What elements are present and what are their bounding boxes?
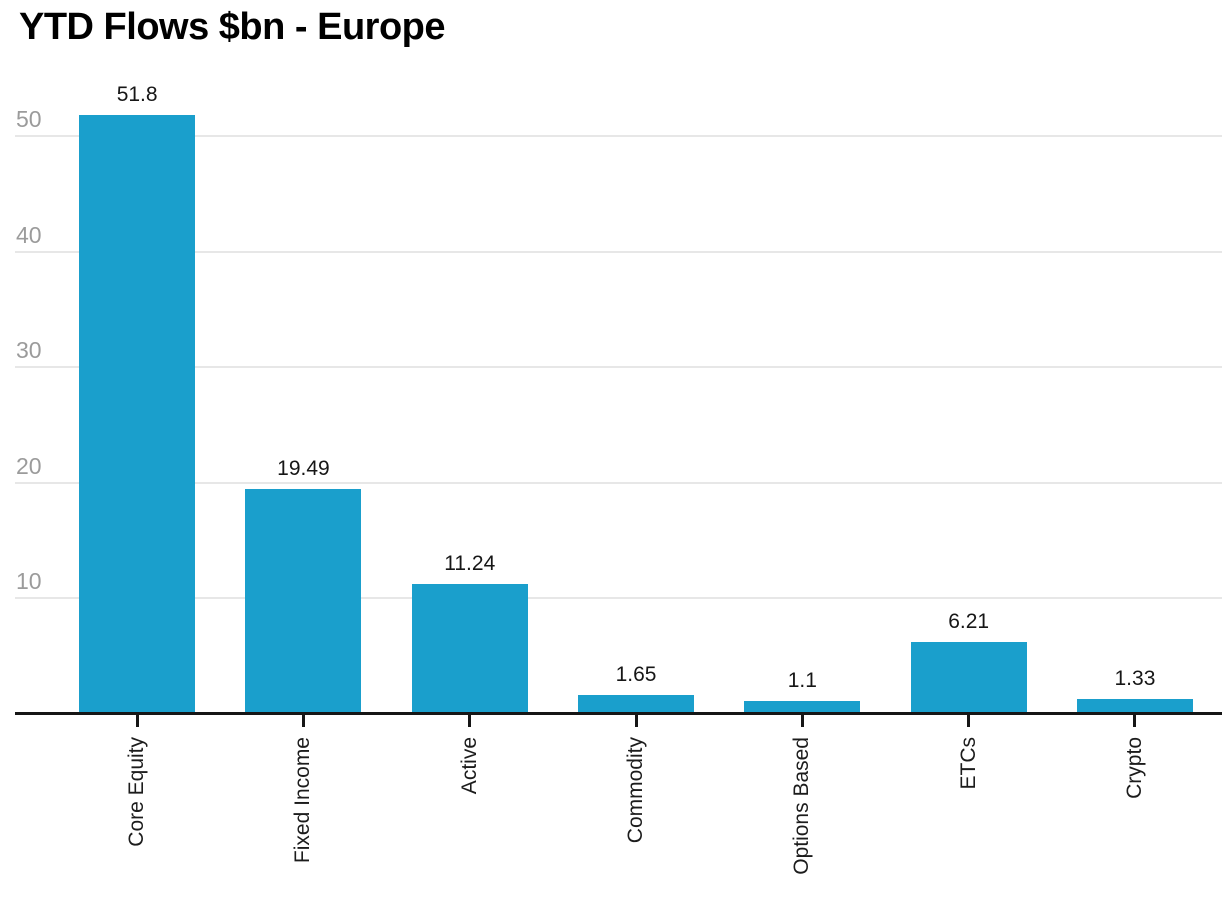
x-axis-tick xyxy=(967,715,971,727)
x-axis-category-label: Core Equity xyxy=(125,737,149,847)
x-axis-category-label: Fixed Income xyxy=(291,737,315,864)
y-axis-tick-label: 50 xyxy=(16,106,42,132)
bar-value-label: 1.65 xyxy=(615,662,657,686)
x-axis-line xyxy=(15,712,1222,715)
bar-value-label: 6.21 xyxy=(948,610,990,634)
y-axis-tick-label: 30 xyxy=(16,337,42,364)
x-axis-tick xyxy=(634,715,638,727)
chart-title: YTD Flows $bn - Europe xyxy=(19,6,446,48)
x-axis-tick xyxy=(301,715,305,727)
x-axis-category-label: Active xyxy=(457,737,481,795)
x-axis-tick xyxy=(468,715,472,727)
bar-fixed-income xyxy=(245,488,362,714)
bar-value-label: 1.1 xyxy=(787,669,817,693)
bar-value-label: 1.33 xyxy=(1114,666,1156,690)
bar-value-label: 51.8 xyxy=(116,83,158,107)
bar-crypto xyxy=(1076,698,1193,714)
bar-value-label: 11.24 xyxy=(444,552,496,576)
y-axis-tick-label: 20 xyxy=(16,452,42,479)
y-axis-tick-label: 40 xyxy=(16,221,42,248)
grid-line xyxy=(15,250,1222,253)
bar-etcs xyxy=(910,642,1027,714)
y-axis-tick-label: 10 xyxy=(16,568,42,595)
grid-line xyxy=(15,135,1222,137)
grid-line xyxy=(15,366,1222,369)
x-axis-tick xyxy=(1133,715,1137,727)
grid-line xyxy=(15,597,1222,600)
x-axis-category-label: Options Based xyxy=(790,737,814,875)
bar-commodity xyxy=(578,694,695,714)
bar-options-based xyxy=(744,701,861,714)
x-axis-category-label: Crypto xyxy=(1122,737,1146,799)
bar-value-label: 19.49 xyxy=(277,456,330,480)
x-axis-tick xyxy=(135,715,139,727)
x-axis-category-label: Commodity xyxy=(624,737,648,844)
x-axis-tick xyxy=(800,715,804,727)
x-axis-category-label: ETCs xyxy=(956,737,980,790)
bar-active xyxy=(411,584,528,714)
grid-line xyxy=(15,481,1222,484)
bar-core-equity xyxy=(79,115,196,714)
